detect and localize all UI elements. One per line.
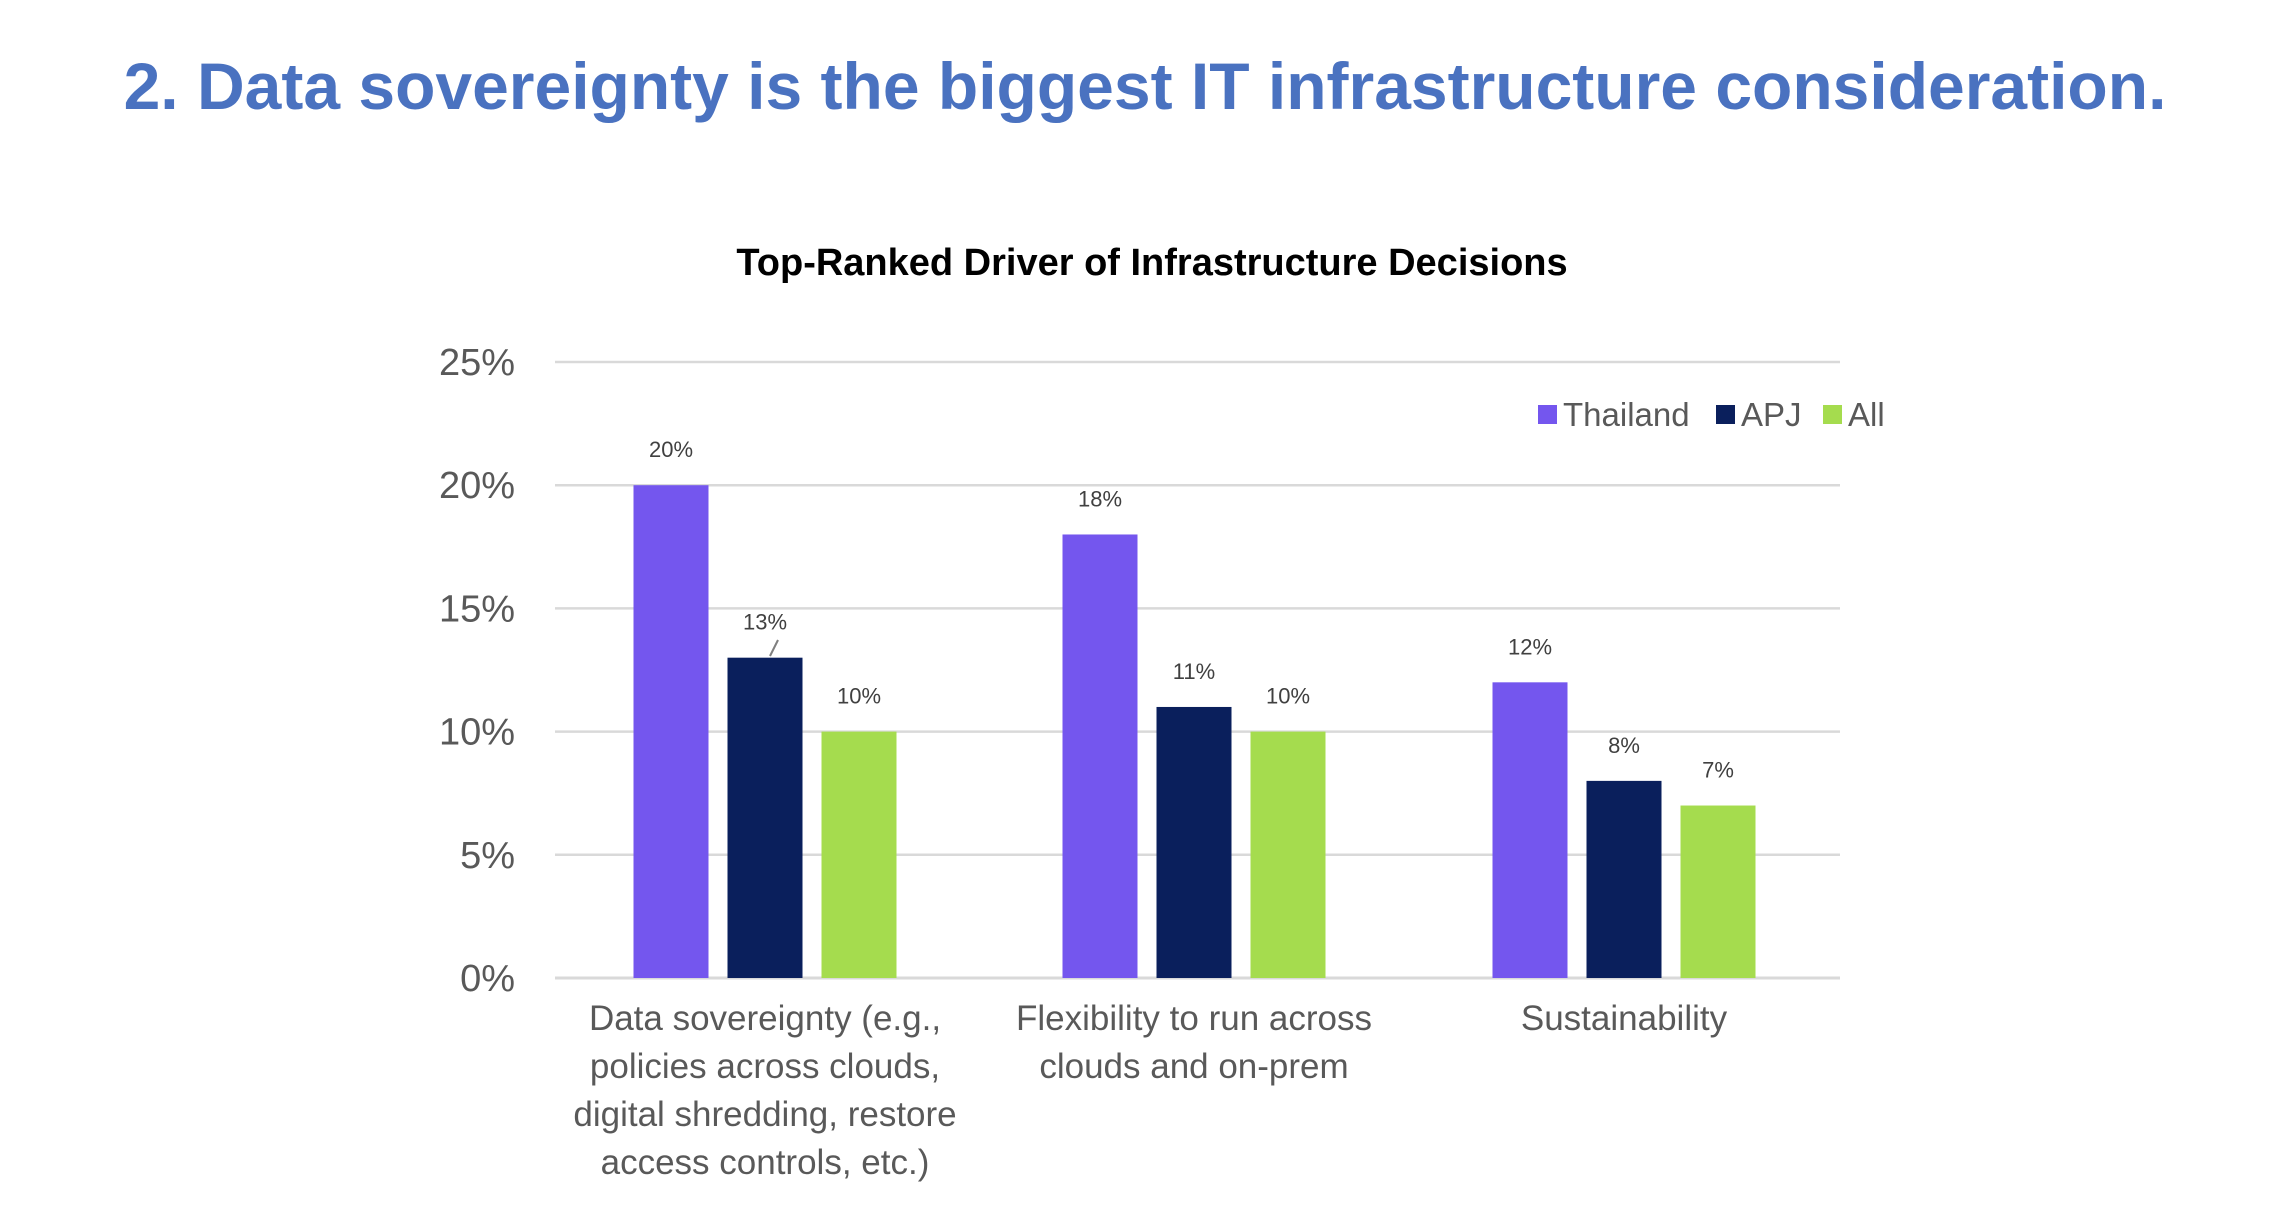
legend-swatch: [1538, 405, 1557, 424]
bars: [633, 485, 1756, 978]
y-tick-label: 20%: [439, 465, 515, 507]
data-label: 11%: [1173, 659, 1215, 684]
data-label: 8%: [1608, 733, 1640, 758]
data-label: 20%: [649, 437, 693, 462]
y-axis-ticks: 0% 5% 10% 15% 20% 25%: [439, 342, 515, 1000]
bar: [821, 731, 897, 978]
x-category-label: Sustainability: [1521, 999, 1728, 1038]
y-tick-label: 10%: [439, 712, 515, 754]
legend-label: Thailand: [1563, 396, 1690, 433]
data-label: 12%: [1508, 634, 1552, 659]
legend-swatch: [1716, 405, 1735, 424]
bar: [1156, 706, 1232, 978]
x-category-label: access controls, etc.): [601, 1143, 930, 1182]
bar: [1680, 805, 1756, 978]
x-category-label: clouds and on-prem: [1039, 1047, 1348, 1086]
x-category-label: Flexibility to run across: [1016, 999, 1372, 1038]
x-category-label: policies across clouds,: [590, 1047, 940, 1086]
data-label: 7%: [1702, 758, 1734, 783]
x-category-label: digital shredding, restore: [573, 1095, 956, 1134]
bar: [633, 485, 709, 978]
legend-label: APJ: [1741, 396, 1802, 433]
data-label: 13%: [743, 610, 787, 635]
y-tick-label: 15%: [439, 588, 515, 630]
chart-title: Top-Ranked Driver of Infrastructure Deci…: [736, 242, 1567, 284]
label-leader-line: [769, 639, 779, 657]
data-label: 18%: [1078, 486, 1122, 511]
data-label: 10%: [1266, 684, 1310, 709]
y-tick-label: 25%: [439, 342, 515, 384]
bar: [1062, 534, 1138, 978]
y-tick-label: 5%: [460, 835, 515, 877]
bar: [727, 657, 803, 978]
legend-swatch: [1823, 405, 1842, 424]
chart-legend: Thailand APJ All: [1538, 396, 1885, 433]
legend-label: All: [1848, 396, 1885, 433]
page-headline: 2. Data sovereignty is the biggest IT in…: [123, 49, 2167, 123]
bar: [1492, 682, 1568, 978]
data-labels: 20% 18% 12% 13% 11% 8% 10% 10% 7%: [649, 437, 1734, 782]
data-label: 10%: [837, 684, 881, 709]
x-category-label: Data sovereignty (e.g.,: [589, 999, 941, 1038]
x-axis-categories: Data sovereignty (e.g., policies across c…: [573, 999, 1727, 1182]
bar: [1586, 780, 1662, 978]
y-tick-label: 0%: [460, 958, 515, 1000]
bar: [1250, 731, 1326, 978]
